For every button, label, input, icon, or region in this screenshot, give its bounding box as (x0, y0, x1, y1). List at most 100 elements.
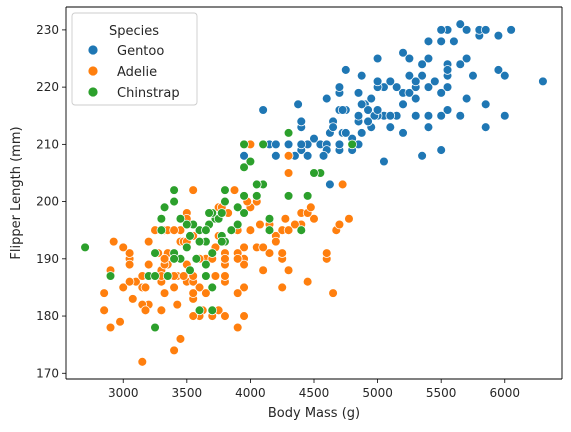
data-point-chinstrap (220, 185, 230, 195)
x-tick-label: 5000 (362, 386, 393, 400)
data-point-chinstrap (239, 162, 249, 173)
data-point-gentoo (455, 59, 466, 70)
data-point-adelie (283, 265, 294, 276)
data-point-adelie (239, 282, 249, 293)
data-point-adelie (258, 265, 268, 276)
data-point-gentoo (385, 110, 396, 121)
x-tick-label: 4000 (235, 386, 266, 400)
data-point-chinstrap (156, 213, 167, 224)
data-point-gentoo (423, 82, 434, 92)
data-point-gentoo (538, 76, 548, 87)
data-point-adelie (115, 316, 125, 327)
data-point-adelie (283, 168, 294, 178)
data-point-gentoo (271, 139, 281, 150)
data-point-chinstrap (207, 282, 218, 293)
data-point-adelie (283, 151, 294, 161)
data-point-adelie (169, 282, 179, 293)
data-point-chinstrap (204, 208, 214, 218)
data-point-gentoo (480, 25, 491, 35)
data-point-gentoo (271, 151, 281, 161)
data-point-gentoo (404, 70, 415, 81)
data-point-gentoo (410, 76, 421, 87)
data-point-gentoo (341, 128, 351, 138)
data-point-adelie (302, 276, 313, 287)
y-tick-label: 210 (36, 137, 59, 151)
data-point-chinstrap (159, 202, 170, 213)
data-point-adelie (344, 213, 354, 224)
data-point-gentoo (493, 65, 504, 75)
data-point-adelie (239, 242, 249, 253)
data-point-chinstrap (283, 128, 294, 138)
legend-label-adelie: Adelie (117, 65, 157, 80)
legend-label-chinstrap: Chinstrap (117, 86, 180, 101)
data-point-gentoo (455, 19, 466, 29)
data-point-chinstrap (169, 254, 179, 264)
data-point-gentoo (293, 99, 303, 110)
data-point-chinstrap (201, 271, 211, 281)
legend-label-gentoo: Gentoo (117, 44, 164, 59)
data-point-gentoo (325, 179, 335, 190)
data-point-adelie (137, 357, 148, 367)
data-point-adelie (280, 213, 291, 224)
data-point-adelie (229, 185, 240, 195)
data-point-chinstrap (239, 191, 249, 201)
data-point-adelie (277, 248, 287, 258)
data-point-chinstrap (239, 208, 249, 218)
data-point-chinstrap (302, 191, 313, 201)
data-point-adelie (328, 288, 338, 298)
y-tick-label: 180 (36, 309, 59, 323)
data-point-gentoo (385, 122, 396, 132)
data-point-adelie (220, 311, 230, 321)
data-point-chinstrap (80, 242, 90, 253)
data-point-gentoo (318, 151, 329, 161)
data-point-adelie (220, 254, 230, 264)
data-point-chinstrap (226, 225, 237, 235)
data-point-gentoo (410, 93, 421, 104)
data-point-gentoo (398, 128, 408, 138)
data-point-chinstrap (251, 179, 262, 190)
data-point-chinstrap (182, 242, 192, 253)
data-point-chinstrap (156, 225, 167, 235)
data-point-gentoo (239, 151, 249, 161)
data-point-chinstrap (207, 305, 218, 316)
data-point-gentoo (430, 76, 440, 87)
legend-box (71, 12, 198, 106)
data-point-gentoo (363, 105, 373, 115)
data-point-gentoo (258, 105, 268, 115)
data-point-chinstrap (207, 248, 218, 258)
data-point-gentoo (398, 99, 408, 110)
data-point-gentoo (436, 110, 446, 121)
data-point-chinstrap (239, 139, 249, 150)
data-point-chinstrap (194, 305, 205, 316)
data-point-adelie (306, 202, 316, 213)
data-point-gentoo (480, 122, 491, 132)
data-point-adelie (258, 242, 268, 253)
data-point-gentoo (442, 82, 453, 92)
y-axis-label: Flipper Length (mm) (9, 126, 24, 259)
data-point-gentoo (417, 151, 427, 161)
data-point-chinstrap (220, 196, 230, 207)
legend: Species Gentoo Adelie Chinstrap (71, 12, 198, 106)
data-point-adelie (127, 294, 138, 304)
points-layer (80, 19, 548, 367)
data-point-adelie (210, 271, 221, 281)
data-point-gentoo (404, 88, 415, 98)
data-point-chinstrap (105, 271, 116, 281)
data-point-adelie (178, 271, 189, 281)
data-point-gentoo (423, 36, 434, 47)
data-point-gentoo (372, 53, 383, 64)
data-point-gentoo (499, 110, 510, 121)
data-point-gentoo (499, 70, 510, 81)
data-point-gentoo (410, 110, 421, 121)
data-point-gentoo (334, 139, 345, 150)
legend-marker-gentoo (87, 44, 99, 56)
data-point-gentoo (436, 25, 446, 35)
data-point-gentoo (356, 99, 367, 110)
data-point-gentoo (328, 122, 338, 132)
data-point-adelie (169, 345, 179, 356)
legend-marker-chinstrap (87, 86, 99, 98)
data-point-gentoo (404, 53, 415, 64)
data-point-gentoo (423, 122, 434, 132)
data-point-chinstrap (201, 225, 211, 235)
